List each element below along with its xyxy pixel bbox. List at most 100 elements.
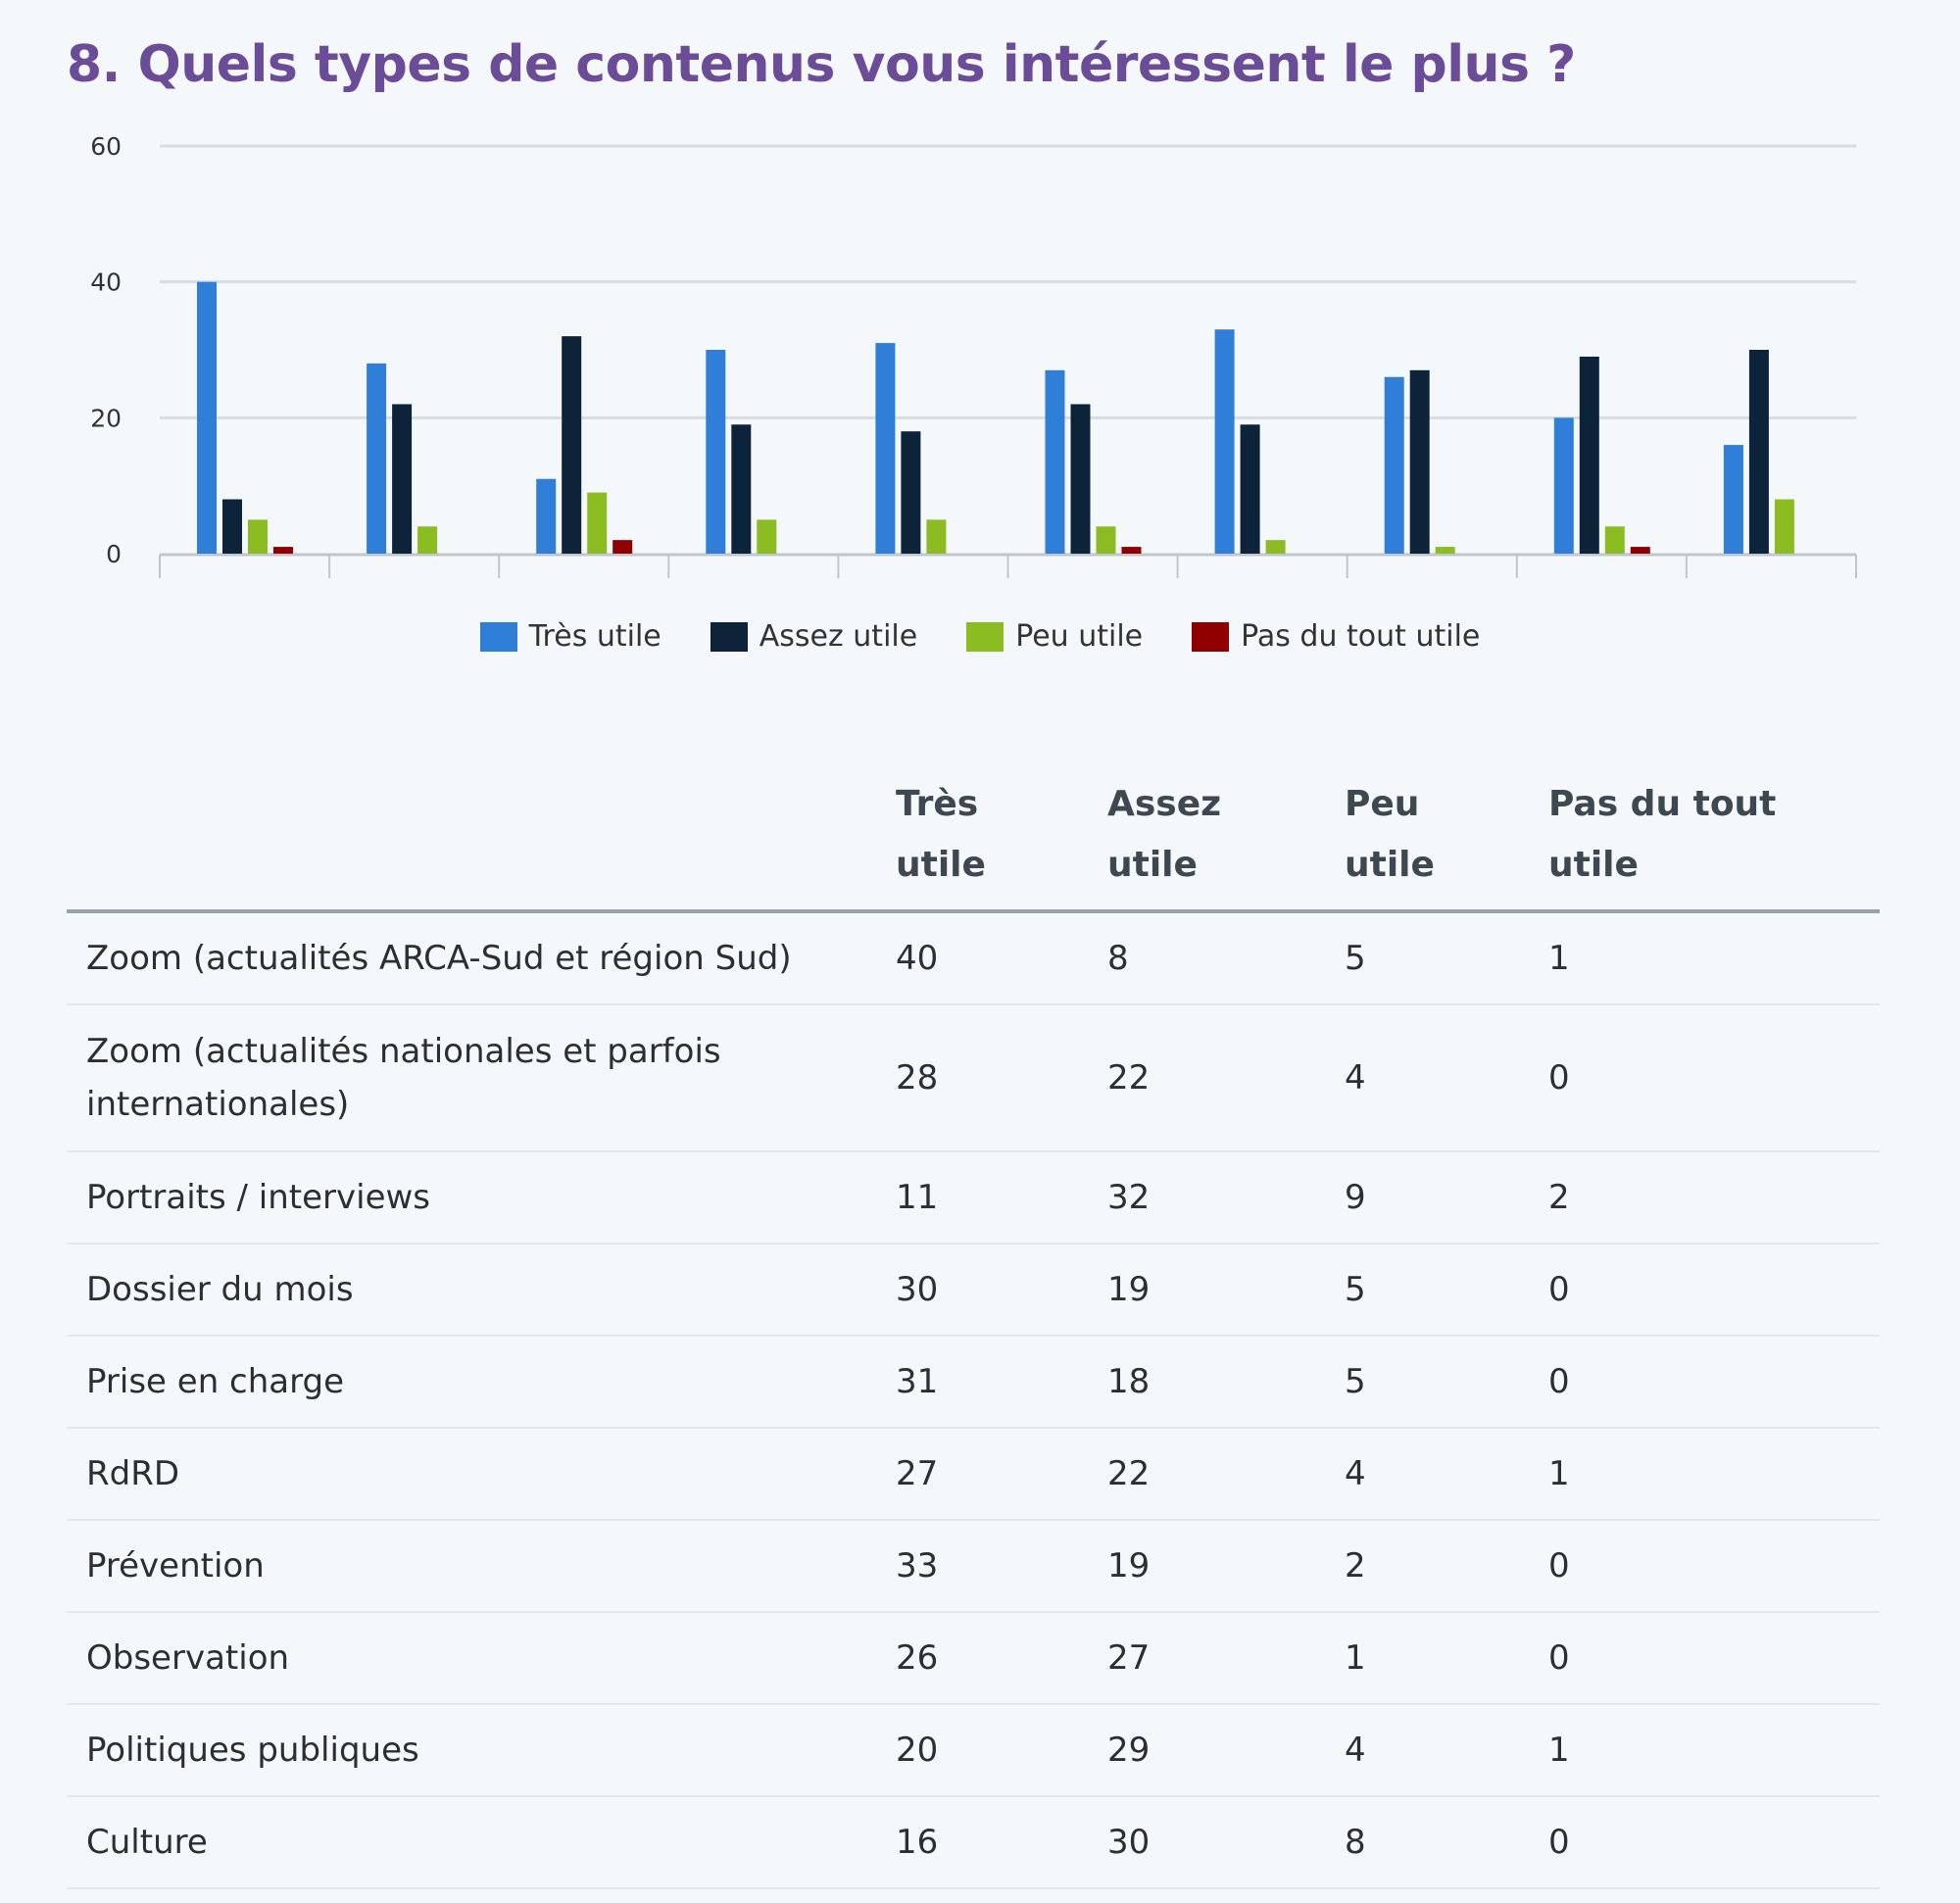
bar — [731, 424, 752, 554]
bar — [1096, 526, 1116, 554]
bar — [1121, 547, 1142, 554]
cell-assez-utile: 29 — [1107, 1704, 1345, 1797]
cell-tres-utile: 26 — [896, 1612, 1107, 1705]
bar — [1748, 350, 1769, 554]
row-label: Portraits / interviews — [67, 1151, 896, 1244]
bar — [1409, 369, 1430, 554]
row-label: RdRD — [67, 1428, 896, 1521]
cell-peu-utile: 4 — [1345, 1428, 1548, 1521]
table-header-row: Très utile Assez utile Peu utile Pas du tou… — [67, 764, 1880, 913]
cell-assez-utile: 32 — [1107, 1151, 1345, 1244]
cell-pas-du-tout-utile: 0 — [1548, 1244, 1880, 1337]
table-row: Observation 26 27 1 0 — [67, 1612, 1880, 1705]
bar — [901, 431, 921, 554]
bar — [1553, 417, 1574, 554]
cell-assez-utile: 18 — [1107, 1336, 1345, 1429]
bar — [222, 499, 242, 554]
cell-tres-utile: 20 — [896, 1704, 1107, 1797]
cell-assez-utile: 19 — [1107, 1520, 1345, 1613]
cell-tres-utile: 40 — [896, 911, 1107, 1005]
cell-peu-utile: 2 — [1345, 1520, 1548, 1613]
cell-pas-du-tout-utile: 1 — [1548, 911, 1880, 1005]
bar — [536, 478, 557, 554]
bar — [273, 547, 293, 554]
legend-label: Très utile — [528, 619, 662, 654]
cell-assez-utile: 8 — [1107, 911, 1345, 1005]
bar — [612, 540, 633, 554]
bar — [1723, 445, 1743, 554]
bar — [706, 350, 726, 554]
page-title: 8. Quels types de contenus vous intéress… — [67, 35, 1576, 94]
cell-tres-utile: 33 — [896, 1520, 1107, 1613]
bar — [392, 404, 413, 554]
legend-item-assez-utile[interactable]: Assez utile — [710, 619, 917, 654]
bar — [1774, 499, 1794, 554]
cell-pas-du-tout-utile: 0 — [1548, 1796, 1880, 1889]
cell-peu-utile: 4 — [1345, 1704, 1548, 1797]
bar — [1579, 356, 1599, 554]
bar — [1604, 526, 1625, 554]
row-label: Zoom (actualités nationales et parfois in… — [67, 1004, 896, 1152]
bar — [1435, 547, 1455, 554]
cell-pas-du-tout-utile: 1 — [1548, 1428, 1880, 1521]
legend-swatch-icon — [1192, 621, 1230, 652]
bar — [587, 492, 608, 554]
cell-tres-utile: 30 — [896, 1244, 1107, 1337]
bar — [562, 336, 582, 554]
cell-peu-utile: 9 — [1345, 1151, 1548, 1244]
y-tick-label: 40 — [90, 268, 122, 297]
table-header-empty — [67, 764, 896, 913]
table-row: RdRD 27 22 4 1 — [67, 1428, 1880, 1521]
bar — [757, 519, 777, 554]
cell-tres-utile: 11 — [896, 1151, 1107, 1244]
cell-tres-utile: 31 — [896, 1336, 1107, 1429]
cell-peu-utile: 8 — [1345, 1796, 1548, 1889]
cell-peu-utile: 1 — [1345, 1612, 1548, 1705]
legend-item-peu-utile[interactable]: Peu utile — [966, 619, 1143, 654]
bar — [248, 519, 268, 554]
legend-label: Assez utile — [759, 619, 918, 654]
bar — [1214, 329, 1235, 554]
bar — [417, 526, 438, 554]
table-header-tres-utile: Très utile — [896, 764, 1107, 913]
bar — [1265, 540, 1286, 554]
cell-tres-utile: 27 — [896, 1428, 1107, 1521]
legend-item-tres-utile[interactable]: Très utile — [479, 619, 662, 654]
table-row: Zoom (actualités nationales et parfois in… — [67, 1004, 1880, 1152]
data-table: Très utile Assez utile Peu utile Pas du tou… — [67, 764, 1880, 1889]
bar — [1045, 369, 1065, 554]
bar — [1240, 424, 1260, 554]
bar — [1630, 547, 1650, 554]
table-header-peu-utile: Peu utile — [1345, 764, 1548, 913]
cell-tres-utile: 28 — [896, 1004, 1107, 1152]
row-label: Zoom (actualités ARCA-Sud et région Sud) — [67, 911, 896, 1005]
table-row: Culture 16 30 8 0 — [67, 1796, 1880, 1889]
row-label: Culture — [67, 1796, 896, 1889]
cell-pas-du-tout-utile: 0 — [1548, 1336, 1880, 1429]
bar — [875, 343, 896, 554]
legend-label: Peu utile — [1015, 619, 1144, 654]
legend-swatch-icon — [479, 621, 517, 652]
cell-peu-utile: 5 — [1345, 911, 1548, 1005]
cell-pas-du-tout-utile: 1 — [1548, 1704, 1880, 1797]
legend-label: Pas du tout utile — [1241, 619, 1481, 654]
legend-item-pas-du-tout-utile[interactable]: Pas du tout utile — [1192, 619, 1480, 654]
row-label: Dossier du mois — [67, 1244, 896, 1337]
cell-pas-du-tout-utile: 2 — [1548, 1151, 1880, 1244]
cell-pas-du-tout-utile: 0 — [1548, 1520, 1880, 1613]
table-row: Prévention 33 19 2 0 — [67, 1520, 1880, 1613]
cell-assez-utile: 30 — [1107, 1796, 1345, 1889]
cell-assez-utile: 27 — [1107, 1612, 1345, 1705]
cell-tres-utile: 16 — [896, 1796, 1107, 1889]
cell-assez-utile: 22 — [1107, 1004, 1345, 1152]
cell-peu-utile: 5 — [1345, 1244, 1548, 1337]
bar — [367, 363, 387, 554]
row-label: Prise en charge — [67, 1336, 896, 1429]
legend-swatch-icon — [966, 621, 1004, 652]
bar-chart: 0 20 40 60 — [90, 132, 1857, 578]
y-tick-label: 60 — [90, 132, 122, 161]
table-row: Zoom (actualités ARCA-Sud et région Sud)… — [67, 911, 1880, 1005]
table-row: Prise en charge 31 18 5 0 — [67, 1336, 1880, 1429]
y-tick-label: 0 — [106, 540, 122, 568]
bar — [1384, 376, 1404, 554]
